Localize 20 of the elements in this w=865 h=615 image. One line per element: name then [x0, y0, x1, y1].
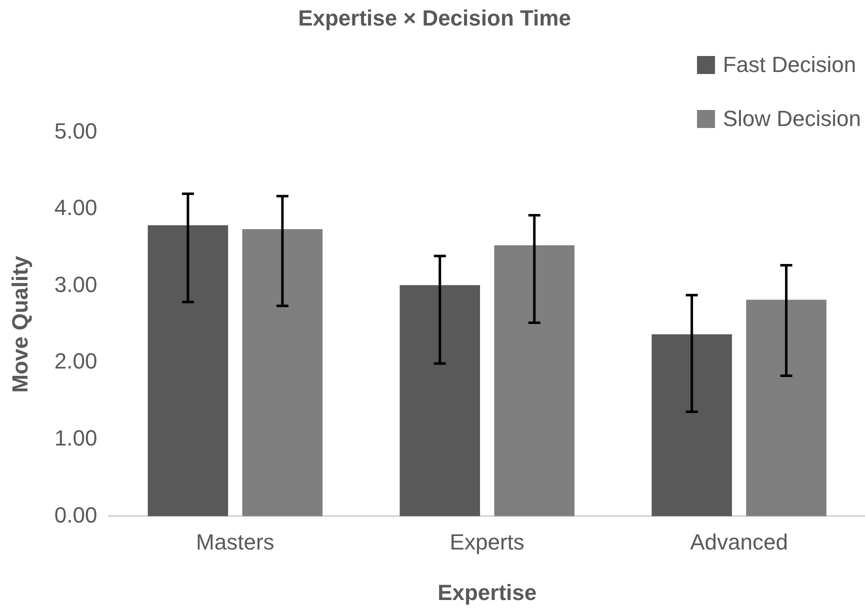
x-axis-title: Expertise	[438, 580, 537, 605]
y-tick-label: 0.00	[54, 502, 98, 528]
legend-label: Fast Decision	[722, 52, 856, 78]
bar	[148, 225, 228, 516]
bar	[400, 285, 480, 516]
y-tick-label: 5.00	[54, 118, 98, 144]
bar	[242, 229, 323, 516]
bar	[746, 300, 826, 516]
x-tick-label: Experts	[450, 529, 524, 554]
y-tick-label: 4.00	[54, 195, 98, 220]
chart-title: Expertise × Decision Time	[298, 5, 571, 30]
x-tick-label: Masters	[196, 529, 274, 554]
x-tick-label: Advanced	[690, 529, 788, 554]
y-tick-label: 3.00	[54, 272, 98, 297]
y-tick-label: 2.00	[54, 348, 98, 374]
bar	[494, 245, 574, 516]
y-axis-title: Move Quality	[7, 255, 32, 393]
legend-label: Slow Decision	[722, 106, 861, 132]
bar	[652, 334, 732, 516]
y-tick-label: 1.00	[54, 426, 98, 451]
